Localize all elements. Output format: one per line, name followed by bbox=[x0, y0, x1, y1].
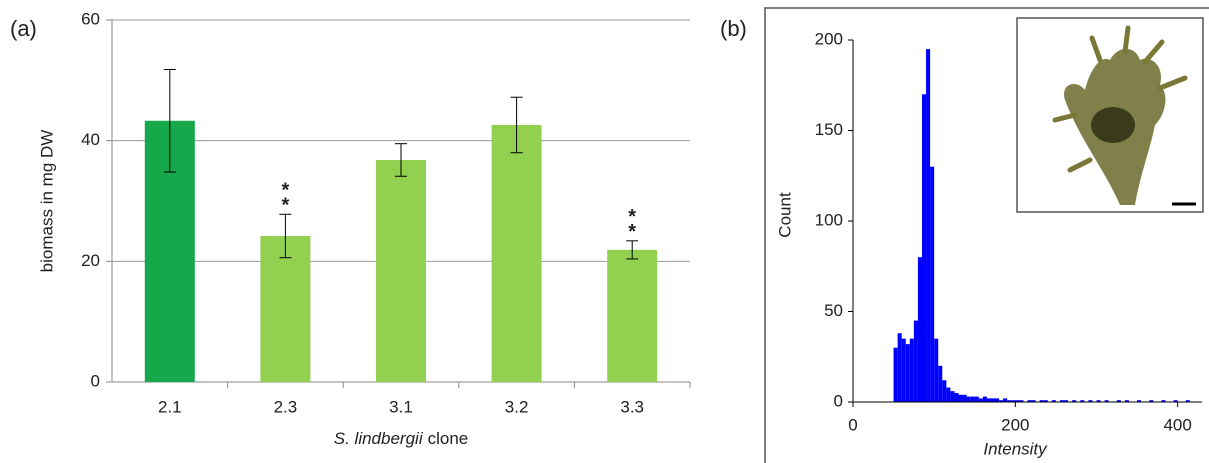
y-tick-label: 40 bbox=[81, 130, 100, 149]
y-tick-label: 0 bbox=[91, 371, 100, 390]
histogram-bar bbox=[894, 348, 898, 402]
histogram-bar bbox=[902, 339, 906, 402]
histogram-bar bbox=[934, 339, 938, 402]
bar bbox=[492, 125, 542, 382]
bar bbox=[376, 160, 426, 382]
x-tick-label: 2.1 bbox=[158, 397, 182, 416]
x-tick-label: 3.1 bbox=[389, 397, 413, 416]
histogram-bar bbox=[942, 380, 946, 402]
significance-mark: * bbox=[282, 195, 290, 217]
histogram-bar bbox=[922, 94, 926, 402]
histogram-bar bbox=[975, 397, 979, 402]
histogram-bar bbox=[946, 388, 950, 402]
histogram-bar bbox=[950, 391, 954, 402]
significance-mark: * bbox=[628, 221, 636, 243]
x-tick-label: 200 bbox=[1001, 415, 1029, 434]
y-tick-label: 60 bbox=[81, 9, 100, 28]
histogram-bar bbox=[991, 398, 995, 402]
x-tick-label: 0 bbox=[848, 415, 857, 434]
y-axis-label: Count bbox=[775, 192, 794, 238]
histogram-bar bbox=[979, 398, 983, 402]
x-tick-label: 2.3 bbox=[274, 397, 298, 416]
y-tick-label: 100 bbox=[815, 210, 843, 229]
x-tick-label: 3.2 bbox=[505, 397, 529, 416]
y-tick-label: 20 bbox=[81, 251, 100, 270]
x-tick-label: 3.3 bbox=[620, 397, 644, 416]
x-tick-label: 400 bbox=[1163, 415, 1191, 434]
histogram-bar bbox=[959, 395, 963, 402]
figure: (a)02040602.12.33.13.23.3****biomass in … bbox=[0, 0, 1209, 463]
histogram-bar bbox=[914, 321, 918, 402]
histogram-bar bbox=[971, 397, 975, 402]
panel-label: (b) bbox=[720, 16, 747, 41]
x-axis-label-text: clone bbox=[428, 429, 469, 448]
panel-label: (a) bbox=[10, 16, 37, 41]
bar bbox=[607, 250, 657, 382]
y-tick-label: 0 bbox=[834, 391, 843, 410]
y-tick-label: 50 bbox=[824, 301, 843, 320]
y-tick-label: 200 bbox=[815, 29, 843, 48]
histogram-bar bbox=[954, 393, 958, 402]
y-axis-label: biomass in mg DW bbox=[37, 130, 56, 273]
histogram-bar bbox=[967, 397, 971, 402]
histogram-bar bbox=[898, 333, 902, 402]
histogram-bar bbox=[983, 397, 987, 402]
inset-photo bbox=[1017, 18, 1203, 212]
histogram-bar bbox=[926, 49, 930, 402]
histogram-bar bbox=[995, 398, 999, 402]
histogram-bar bbox=[963, 395, 967, 402]
histogram-bar bbox=[938, 366, 942, 402]
histogram-bar bbox=[918, 257, 922, 402]
x-axis-label: Intensity bbox=[983, 439, 1048, 458]
histogram-bar bbox=[906, 344, 910, 402]
x-axis-label-species: S. lindbergii bbox=[334, 429, 424, 448]
histogram-bar bbox=[910, 339, 914, 402]
histogram-bar bbox=[930, 167, 934, 402]
histogram-bar bbox=[1003, 398, 1007, 402]
y-tick-label: 150 bbox=[815, 120, 843, 139]
histogram-bar bbox=[987, 398, 991, 402]
